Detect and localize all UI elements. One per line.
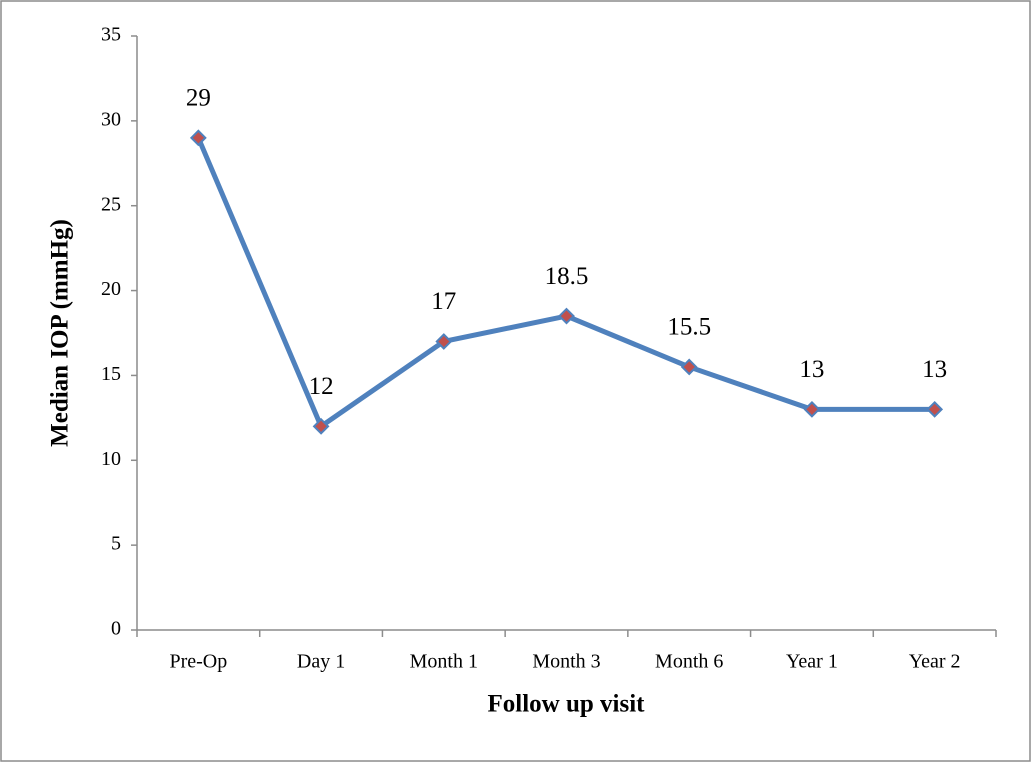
y-tick-label: 30 [101, 108, 121, 130]
y-tick-label: 0 [111, 618, 121, 640]
data-marker [926, 400, 944, 418]
data-label: 17 [431, 288, 456, 315]
data-marker [680, 358, 698, 376]
x-tick-label: Year 2 [909, 651, 961, 673]
data-label: 15.5 [667, 314, 711, 341]
data-marker [558, 307, 575, 325]
x-tick-label: Year 1 [786, 651, 838, 673]
data-label: 13 [799, 356, 824, 383]
y-tick-label: 10 [101, 448, 121, 470]
data-marker [189, 129, 207, 147]
data-label: 29 [186, 85, 211, 112]
data-label: 12 [309, 373, 334, 400]
y-tick-label: 15 [101, 363, 121, 385]
y-axis-title: Median IOP (mmHg) [47, 219, 74, 447]
x-tick-label: Day 1 [297, 651, 345, 673]
data-label: 13 [922, 356, 947, 383]
data-marker [803, 400, 821, 418]
data-label: 18.5 [545, 263, 589, 290]
data-marker [435, 333, 453, 350]
x-tick-label: Month 6 [655, 651, 723, 673]
data-marker [312, 417, 330, 435]
x-tick-label: Month 3 [532, 651, 600, 673]
y-tick-label: 20 [101, 278, 121, 300]
y-tick-label: 5 [111, 533, 121, 555]
x-tick-label: Pre-Op [169, 651, 227, 673]
y-tick-label: 25 [101, 193, 121, 215]
x-axis-title: Follow up visit [488, 691, 646, 718]
y-tick-label: 35 [101, 24, 121, 46]
x-tick-label: Month 1 [410, 651, 478, 673]
